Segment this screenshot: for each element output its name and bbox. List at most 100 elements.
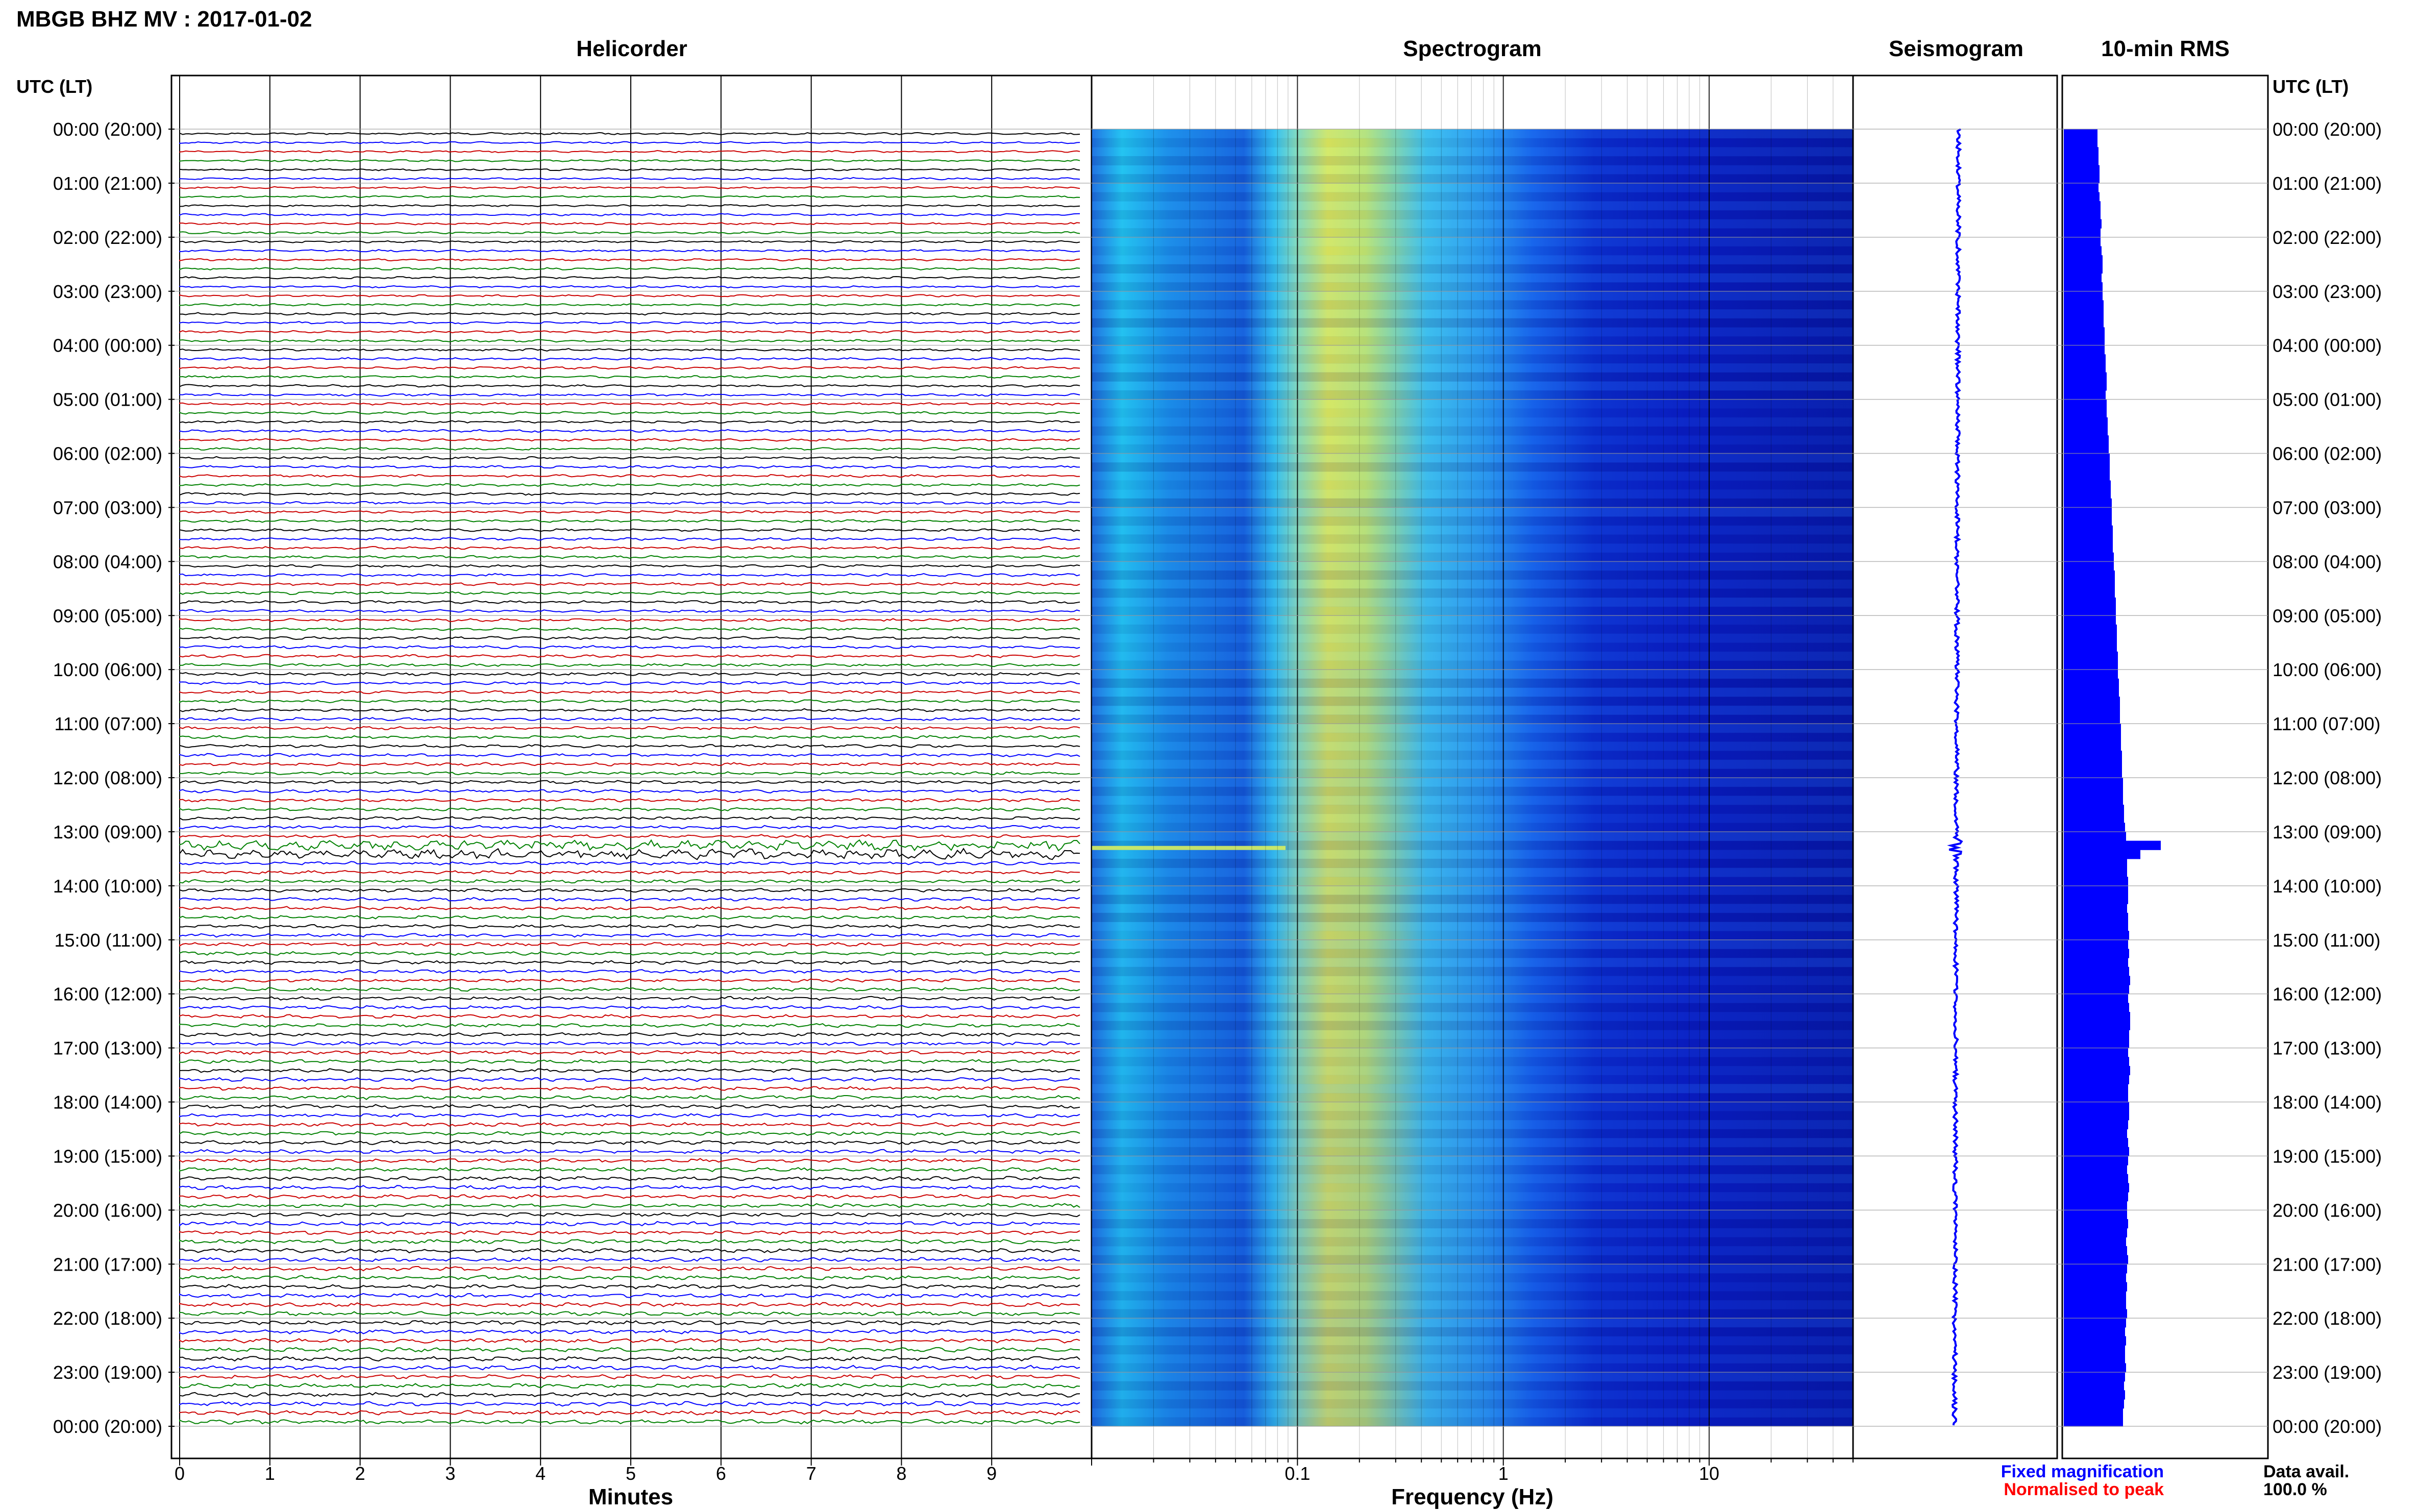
spectrogram-row: [1092, 1192, 1853, 1202]
helicorder-trace: [179, 879, 1080, 884]
helicorder-trace: [179, 1284, 1080, 1290]
y-tick-label: 15:00 (11:00): [2273, 930, 2380, 951]
minute-tick-label: 6: [716, 1463, 726, 1484]
helicorder-trace: [179, 924, 1080, 929]
y-tick-label: 02:00 (22:00): [2273, 227, 2382, 248]
y-tick-label: 12:00 (08:00): [53, 767, 162, 788]
rms-bar: [2064, 687, 2119, 697]
helicorder-trace: [179, 762, 1080, 766]
rms-bar: [2064, 949, 2129, 958]
legend-normalised-to-peak: Normalised to peak: [2004, 1480, 2164, 1499]
spectrogram-row: [1092, 444, 1853, 454]
y-tick-label: 00:00 (20:00): [53, 1416, 162, 1437]
rms-bar: [2064, 471, 2110, 481]
y-tick-label: 05:00 (01:00): [2273, 389, 2382, 410]
y-tick-label: 00:00 (20:00): [2273, 1416, 2382, 1437]
frequency-axis-label: Frequency (Hz): [1391, 1484, 1553, 1509]
spectrogram-row: [1092, 282, 1853, 292]
rms-bar: [2064, 840, 2161, 850]
helicorder-minute-gridlines: [179, 76, 993, 1466]
helicorder-trace: [179, 159, 1080, 162]
spectrogram-row: [1092, 507, 1853, 517]
spectrogram-row: [1092, 1102, 1853, 1111]
rms-bar: [2064, 976, 2130, 985]
spectrogram-row: [1092, 1399, 1853, 1409]
y-tick-label: 23:00 (19:00): [53, 1362, 162, 1383]
minute-tick-label: 7: [806, 1463, 817, 1484]
spectrogram-row: [1092, 732, 1853, 742]
helicorder-traces: [179, 132, 1080, 1425]
helicorder-trace: [179, 312, 1080, 316]
spectrogram-row: [1092, 363, 1853, 373]
spectrogram-row: [1092, 1255, 1853, 1265]
spectrogram-row: [1092, 1237, 1853, 1247]
helicorder-trace: [179, 591, 1080, 596]
helicorder-trace: [179, 204, 1080, 208]
rms-bar: [2064, 1120, 2128, 1130]
helicorder-trace: [179, 1013, 1080, 1019]
rms-bar: [2064, 1291, 2126, 1301]
helicorder-trace: [179, 1185, 1080, 1191]
spectrogram-row: [1092, 724, 1853, 733]
rms-bar: [2064, 1327, 2125, 1337]
helicorder-trace: [179, 1158, 1080, 1163]
y-tick-label: 01:00 (21:00): [53, 173, 162, 194]
helicorder-trace: [179, 789, 1080, 794]
spectrogram-row: [1092, 850, 1853, 859]
rms-bar: [2064, 1372, 2125, 1382]
spectrogram-frequency-gridlines: [1091, 76, 1854, 1466]
helicorder-trace: [179, 1122, 1080, 1127]
rms-bar: [2064, 741, 2121, 751]
helicorder-trace: [179, 330, 1080, 334]
helicorder-trace: [179, 933, 1080, 938]
rms-bar: [2064, 1011, 2130, 1022]
helicorder-trace: [179, 663, 1080, 667]
rms-bar: [2064, 939, 2128, 949]
rms-bar: [2064, 156, 2099, 166]
spectrogram-row: [1092, 129, 1853, 139]
rms-bar: [2064, 525, 2113, 535]
rms-bar: [2064, 966, 2129, 976]
spectrogram-row: [1092, 498, 1853, 508]
helicorder-trace: [179, 839, 1080, 852]
helicorder-trace: [179, 753, 1080, 757]
rms-bar: [2064, 1192, 2128, 1202]
rms-bar: [2064, 327, 2105, 337]
helicorder-trace: [179, 888, 1080, 893]
rms-bar: [2064, 534, 2113, 544]
spectrogram-row: [1092, 597, 1853, 607]
helicorder-trace: [179, 339, 1080, 343]
helicorder-trace: [179, 636, 1080, 640]
spectrogram-event-streak: [1092, 846, 1286, 850]
rms-bar: [2064, 1147, 2129, 1157]
helicorder-trace: [179, 231, 1080, 235]
y-tick-label: 22:00 (18:00): [2273, 1308, 2382, 1329]
helicorder-trace: [179, 465, 1080, 469]
helicorder-trace: [179, 1167, 1080, 1172]
y-tick-label: 21:00 (17:00): [2273, 1254, 2382, 1275]
spectrogram-row: [1092, 183, 1853, 193]
spectrogram-row: [1092, 1246, 1853, 1256]
spectrogram-row: [1092, 1417, 1853, 1427]
spectrogram-row: [1092, 1363, 1853, 1373]
helicorder-title: Helicorder: [576, 36, 687, 61]
minutes-axis-label: Minutes: [588, 1484, 673, 1509]
helicorder-trace: [179, 1068, 1080, 1073]
rms-bar: [2064, 1408, 2123, 1418]
rms-bar: [2064, 552, 2114, 562]
helicorder-trace: [179, 546, 1080, 550]
spectrogram-row: [1092, 813, 1853, 823]
helicorder-trace: [179, 249, 1080, 253]
spectrogram-row: [1092, 1129, 1853, 1138]
hour-gridlines: [168, 129, 2268, 1427]
rms-bar: [2064, 615, 2116, 625]
rms-bar: [2064, 1255, 2128, 1265]
rms-bar: [2064, 390, 2106, 400]
spectrogram-row: [1092, 201, 1853, 211]
time-axis-label-left: UTC (LT): [16, 76, 92, 97]
rms-bar: [2064, 1165, 2127, 1175]
rms-bar: [2064, 318, 2104, 328]
rms-bar: [2064, 678, 2119, 688]
spectrogram-title: Spectrogram: [1403, 36, 1541, 61]
helicorder-trace: [179, 1059, 1080, 1064]
